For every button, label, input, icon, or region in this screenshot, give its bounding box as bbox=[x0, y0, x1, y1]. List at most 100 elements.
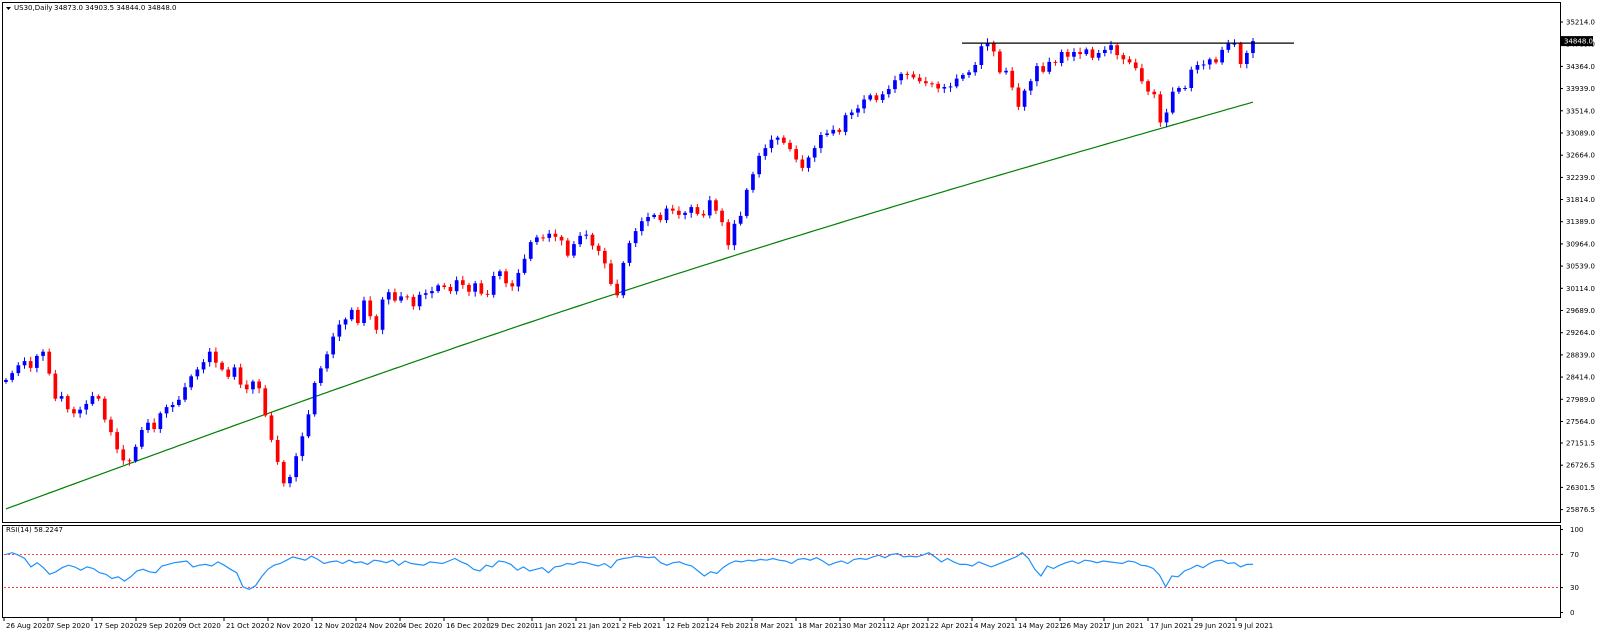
candle-body bbox=[504, 271, 508, 284]
candle-body bbox=[893, 80, 897, 90]
candle bbox=[942, 83, 947, 93]
candle-body bbox=[1140, 68, 1144, 82]
candle bbox=[183, 382, 187, 403]
candle bbox=[924, 76, 928, 87]
candle bbox=[652, 213, 656, 219]
candle-body bbox=[812, 148, 817, 158]
candle-body bbox=[565, 240, 570, 256]
price-tick-label: 31389.0 bbox=[1566, 218, 1595, 226]
candle bbox=[1158, 91, 1163, 127]
candle bbox=[985, 38, 990, 51]
candle-body bbox=[214, 351, 218, 363]
time-tick-label: 11 Jan 2021 bbox=[534, 622, 576, 630]
candle bbox=[1084, 47, 1089, 56]
candle bbox=[4, 378, 8, 384]
candle-body bbox=[368, 300, 373, 317]
candle-body bbox=[109, 419, 113, 433]
candle bbox=[195, 367, 200, 380]
candle-body bbox=[300, 436, 305, 457]
candle bbox=[874, 92, 879, 103]
candle bbox=[979, 42, 984, 69]
candle bbox=[1152, 89, 1157, 99]
candle-body bbox=[843, 115, 848, 132]
candle-body bbox=[973, 65, 978, 73]
candle bbox=[467, 283, 471, 297]
candle-body bbox=[782, 137, 786, 143]
moving-average-layer bbox=[5, 101, 1254, 510]
time-tick-label: 9 Jul 2021 bbox=[1238, 622, 1273, 630]
candle-body bbox=[658, 214, 663, 221]
candle-body bbox=[528, 242, 533, 259]
candle-body bbox=[325, 354, 329, 369]
candle-body bbox=[683, 212, 687, 215]
candle bbox=[1115, 43, 1119, 60]
candle-body bbox=[1016, 87, 1021, 107]
candle bbox=[1146, 79, 1150, 96]
candle bbox=[41, 349, 45, 361]
time-tick-label: 2 Nov 2020 bbox=[270, 622, 310, 630]
candle bbox=[757, 152, 761, 178]
candle bbox=[726, 219, 731, 250]
candle bbox=[207, 348, 212, 367]
candle-body bbox=[720, 210, 724, 223]
candle bbox=[880, 91, 885, 103]
rsi-axis: 100 70 30 0 bbox=[1560, 526, 1583, 617]
candle-body bbox=[646, 217, 650, 222]
rsi-pane-border bbox=[2, 525, 1561, 618]
candle-body bbox=[640, 221, 644, 232]
candle-body bbox=[652, 214, 656, 217]
candle bbox=[782, 135, 786, 145]
candle bbox=[121, 445, 126, 465]
candle-body bbox=[757, 155, 761, 175]
candle-body bbox=[90, 396, 95, 404]
candle bbox=[1072, 48, 1076, 62]
candle-body bbox=[294, 456, 298, 478]
candle-body bbox=[930, 83, 934, 85]
candle-body bbox=[991, 42, 996, 52]
candle-body bbox=[1041, 66, 1045, 72]
candle bbox=[337, 320, 342, 341]
candle-body bbox=[1022, 90, 1027, 107]
time-tick-label: 17 Sep 2020 bbox=[94, 622, 138, 630]
candle bbox=[479, 280, 484, 296]
time-tick-label: 4 May 2021 bbox=[974, 622, 1015, 630]
time-tick-label: 4 Dec 2020 bbox=[402, 622, 442, 630]
candle bbox=[281, 460, 286, 487]
candle bbox=[158, 411, 163, 433]
candle bbox=[615, 279, 619, 298]
candle-body bbox=[220, 362, 224, 370]
candle bbox=[300, 432, 305, 462]
time-tick-label: 7 Sep 2020 bbox=[50, 622, 90, 630]
candle bbox=[393, 288, 397, 303]
candle-body bbox=[849, 112, 854, 116]
symbol-dropdown-icon[interactable] bbox=[6, 7, 11, 10]
candle bbox=[275, 435, 280, 465]
rsi-label: RSI(14) 58.2247 bbox=[6, 526, 63, 534]
candle-body bbox=[763, 148, 768, 156]
candle-body bbox=[874, 95, 879, 100]
candle bbox=[707, 195, 712, 219]
candle-body bbox=[880, 94, 885, 100]
candle-body bbox=[553, 233, 558, 237]
candle-body bbox=[541, 237, 545, 239]
candle bbox=[53, 369, 58, 402]
candle-body bbox=[769, 139, 774, 149]
rsi-line bbox=[5, 551, 1253, 590]
candle-body bbox=[825, 133, 829, 135]
candle bbox=[1245, 50, 1249, 69]
candle bbox=[96, 394, 101, 402]
candle-body bbox=[269, 415, 274, 440]
candle-body bbox=[603, 250, 607, 264]
time-tick-label: 26 Aug 2020 bbox=[6, 622, 51, 630]
candle bbox=[90, 391, 95, 406]
candle-body bbox=[65, 396, 70, 410]
candle bbox=[930, 81, 934, 88]
candle-body bbox=[819, 135, 823, 149]
candle-body bbox=[448, 287, 453, 292]
candle-body bbox=[707, 200, 712, 216]
rsi-tick-label: 0 bbox=[1570, 609, 1574, 617]
candle-body bbox=[831, 129, 836, 134]
price-tick-label: 26301.5 bbox=[1566, 484, 1595, 492]
candle bbox=[541, 234, 545, 242]
